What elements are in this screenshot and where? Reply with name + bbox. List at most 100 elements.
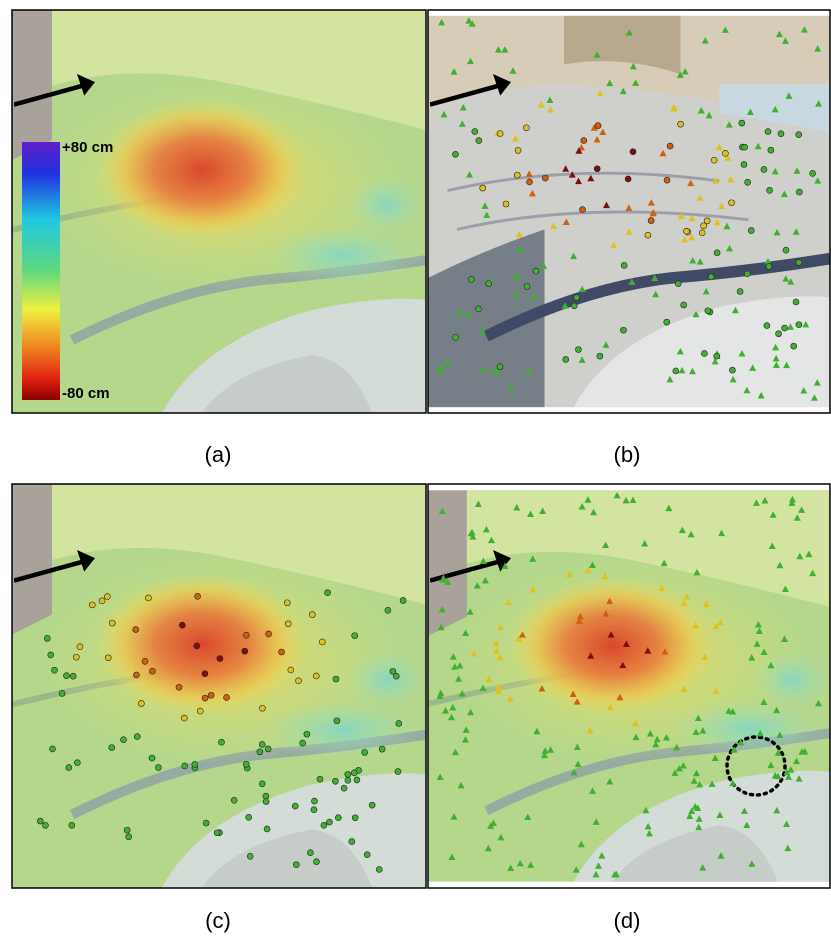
marker [104, 594, 110, 600]
marker [263, 793, 269, 799]
marker [729, 200, 735, 206]
marker [109, 744, 115, 750]
marker [334, 718, 340, 724]
marker [497, 131, 503, 137]
marker [645, 232, 651, 238]
marker [292, 803, 298, 809]
marker [202, 671, 208, 677]
marker [678, 121, 684, 127]
marker [264, 826, 270, 832]
marker [714, 250, 720, 256]
marker [766, 263, 772, 269]
marker [202, 695, 208, 701]
marker [49, 746, 55, 752]
marker [332, 778, 338, 784]
marker [744, 271, 750, 277]
marker [527, 179, 533, 185]
marker [480, 185, 486, 191]
marker [580, 207, 586, 213]
marker [563, 356, 569, 362]
marker [259, 705, 265, 711]
marker [675, 281, 681, 287]
marker [796, 189, 802, 195]
marker [514, 172, 520, 178]
marker [319, 639, 325, 645]
marker [335, 815, 341, 821]
marker [704, 218, 710, 224]
marker [142, 658, 148, 664]
marker [597, 353, 603, 359]
marker [48, 652, 54, 658]
marker [396, 720, 402, 726]
marker [182, 763, 188, 769]
marker [243, 632, 249, 638]
marker [393, 673, 399, 679]
marker [134, 734, 140, 740]
marker [295, 678, 301, 684]
marker [105, 655, 111, 661]
marker [124, 827, 130, 833]
marker [69, 822, 75, 828]
panel-c [12, 484, 427, 888]
marker [109, 620, 115, 626]
marker [729, 367, 735, 373]
marker [523, 125, 529, 131]
colorbar-min: -80 cm [62, 385, 110, 402]
marker [783, 247, 789, 253]
caption: (b) [614, 442, 641, 467]
marker [194, 643, 200, 649]
marker [793, 299, 799, 305]
colorbar-max: +80 cm [62, 139, 113, 156]
marker [625, 176, 631, 182]
marker [284, 600, 290, 606]
marker [778, 131, 784, 137]
marker [89, 602, 95, 608]
marker [195, 593, 201, 599]
marker [681, 302, 687, 308]
marker [208, 692, 214, 698]
marker [468, 276, 474, 282]
marker [77, 644, 83, 650]
caption: (d) [614, 908, 641, 933]
marker [745, 179, 751, 185]
marker [497, 364, 503, 370]
marker [333, 676, 339, 682]
marker [739, 120, 745, 126]
marker [741, 162, 747, 168]
marker [63, 673, 69, 679]
marker [708, 274, 714, 280]
marker [362, 749, 368, 755]
marker [574, 295, 580, 301]
figure: +80 cm -80 cm (a) (b) (c) (d) [0, 0, 831, 938]
marker [133, 672, 139, 678]
marker [503, 201, 509, 207]
marker [266, 631, 272, 637]
marker [313, 859, 319, 865]
marker [181, 715, 187, 721]
marker [155, 765, 161, 771]
marker [307, 850, 313, 856]
marker [664, 177, 670, 183]
marker [683, 228, 689, 234]
marker [810, 170, 816, 176]
marker [742, 144, 748, 150]
marker [349, 839, 355, 845]
marker [648, 218, 654, 224]
marker [354, 777, 360, 783]
marker [44, 635, 50, 641]
marker [203, 820, 209, 826]
marker [764, 323, 770, 329]
marker [595, 123, 601, 129]
marker [70, 673, 76, 679]
marker [791, 343, 797, 349]
marker [179, 622, 185, 628]
marker [630, 149, 636, 155]
marker [476, 306, 482, 312]
marker [243, 761, 249, 767]
marker [126, 834, 132, 840]
marker [321, 822, 327, 828]
marker [581, 138, 587, 144]
marker [524, 283, 530, 289]
marker [594, 166, 600, 172]
marker [59, 690, 65, 696]
